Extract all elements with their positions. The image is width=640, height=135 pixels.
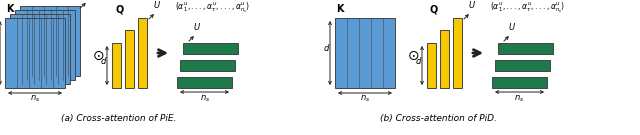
Text: U: U: [469, 1, 475, 10]
Text: (b) Cross-attention of PiD.: (b) Cross-attention of PiD.: [380, 114, 497, 122]
Bar: [15, 10, 75, 80]
Bar: [177, 77, 232, 88]
Bar: [5, 18, 65, 88]
Bar: [440, 30, 449, 88]
Text: $\odot$: $\odot$: [407, 49, 419, 63]
Bar: [10, 14, 70, 84]
Bar: [180, 60, 235, 71]
Text: U: U: [509, 23, 515, 32]
Text: Q: Q: [115, 4, 124, 14]
Bar: [495, 60, 550, 71]
Bar: [20, 6, 80, 76]
Text: Q: Q: [430, 4, 438, 14]
Text: $(\alpha_1^u,...,\alpha_\tau^u,...,\alpha_{n_s}^u)$: $(\alpha_1^u,...,\alpha_\tau^u,...,\alph…: [175, 0, 250, 15]
Text: U: U: [154, 1, 160, 10]
Text: $n_s$: $n_s$: [200, 93, 210, 104]
Text: (a) Cross-attention of PiE.: (a) Cross-attention of PiE.: [61, 114, 176, 122]
Bar: [183, 43, 238, 54]
Text: $\odot$: $\odot$: [92, 49, 104, 63]
Bar: [138, 18, 147, 88]
Text: d: d: [101, 57, 106, 65]
Text: $n_s$: $n_s$: [515, 93, 525, 104]
Text: $n_s$: $n_s$: [30, 94, 40, 104]
Bar: [125, 30, 134, 88]
Bar: [453, 18, 462, 88]
Text: K: K: [336, 4, 344, 14]
Bar: [112, 43, 121, 88]
Text: $(\alpha_1^u,...,\alpha_\tau^u,...,\alpha_{n_s}^u)$: $(\alpha_1^u,...,\alpha_\tau^u,...,\alph…: [490, 0, 565, 15]
Bar: [498, 43, 553, 54]
Text: $n_s$: $n_s$: [360, 94, 371, 104]
Text: d: d: [416, 57, 421, 65]
Text: d: d: [324, 44, 330, 53]
Bar: [335, 18, 395, 88]
Bar: [427, 43, 436, 88]
Text: K: K: [6, 4, 13, 14]
Text: U: U: [194, 23, 200, 32]
Bar: [492, 77, 547, 88]
